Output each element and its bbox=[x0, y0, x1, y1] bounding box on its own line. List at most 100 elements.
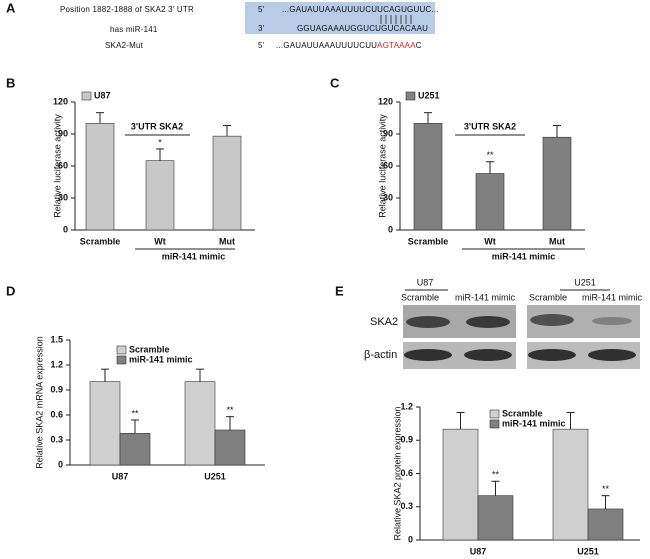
y-axis-label: Relative SKA2 protein expression bbox=[392, 406, 402, 540]
lane-label: Scramble bbox=[401, 292, 439, 302]
mirna-sequence: GGUAGAAAUGGUCUGUCACAAU bbox=[297, 24, 428, 33]
x-tick-label: Wt bbox=[154, 236, 166, 246]
y-tick-label: 0 bbox=[63, 224, 68, 234]
significance: ** bbox=[602, 484, 610, 494]
utr-sequence: ...GAUAUUAAAUUUUCUUCAGUGUUC... bbox=[282, 5, 439, 14]
y-tick-label: 0 bbox=[58, 459, 63, 469]
bar bbox=[214, 429, 246, 466]
site-label: Position 1882-1888 of SKA2 3' UTR bbox=[60, 5, 194, 14]
panel-label: A bbox=[6, 0, 16, 15]
x-tick-label: U251 bbox=[577, 546, 599, 556]
lane-label: Scramble bbox=[529, 292, 567, 302]
x-tick-label: Scramble bbox=[80, 236, 121, 246]
y-tick-label: 0.9 bbox=[50, 384, 63, 394]
legend-label: U87 bbox=[94, 90, 111, 100]
legend-label: Scramble bbox=[129, 344, 170, 354]
blot-group: U251 bbox=[574, 277, 596, 287]
bar bbox=[145, 160, 175, 231]
blot-row: β-actin bbox=[364, 349, 397, 361]
y-tick-label: 0.3 bbox=[50, 434, 63, 444]
panel-label: D bbox=[6, 283, 15, 298]
y-tick-label: 30 bbox=[383, 192, 393, 202]
mut-sequence: ...GAUAUUAAAUUUUCUUAGTAAAAC bbox=[276, 41, 422, 50]
five-prime: 5' bbox=[258, 5, 265, 14]
y-tick-label: 90 bbox=[383, 128, 393, 138]
x-tick-label: Scramble bbox=[408, 236, 449, 246]
y-tick-label: 120 bbox=[53, 96, 68, 106]
mut-seq-start: ...GAUAUUAAAUUUUCUU bbox=[276, 41, 377, 50]
legend-swatch bbox=[489, 409, 500, 419]
bar bbox=[184, 381, 216, 466]
y-tick-label: 1.2 bbox=[50, 359, 63, 369]
three-prime: 3' bbox=[258, 24, 265, 33]
legend-swatch bbox=[116, 345, 127, 355]
lane-label: miR-141 mimic bbox=[582, 292, 643, 302]
bar bbox=[477, 495, 514, 541]
significance: ** bbox=[486, 150, 494, 160]
mut-seq-end: C bbox=[416, 41, 422, 50]
bar bbox=[89, 381, 121, 466]
y-tick-label: 90 bbox=[58, 128, 68, 138]
x-tick-label: U87 bbox=[112, 471, 129, 481]
lane-label: miR-141 mimic bbox=[455, 292, 516, 302]
blot-row: SKA2 bbox=[370, 316, 398, 328]
blot-image bbox=[403, 305, 640, 369]
legend-label: U251 bbox=[418, 90, 440, 100]
mirna-name: has miR-141 bbox=[110, 25, 158, 34]
mut-seq-site: AGTAAAA bbox=[377, 41, 416, 50]
bar bbox=[587, 508, 624, 541]
y-tick-label: 120 bbox=[378, 96, 393, 106]
significance: * bbox=[158, 137, 162, 147]
legend-label: miR-141 mimic bbox=[502, 418, 566, 428]
base-pairing bbox=[380, 15, 412, 24]
y-tick-label: 60 bbox=[58, 160, 68, 170]
y-axis-label: Relative SKA2 mRNA expression bbox=[34, 336, 44, 469]
bar bbox=[413, 123, 443, 231]
blot-group: U87 bbox=[417, 277, 434, 287]
legend-swatch bbox=[489, 419, 500, 429]
legend-swatch bbox=[405, 91, 416, 101]
y-tick-label: 0 bbox=[408, 534, 413, 544]
x-tick-label: Mut bbox=[549, 236, 565, 246]
legend-label: miR-141 mimic bbox=[129, 354, 193, 364]
legend-label: Scramble bbox=[502, 408, 543, 418]
bar bbox=[542, 136, 572, 231]
legend-swatch bbox=[116, 355, 127, 365]
bar bbox=[442, 428, 479, 541]
bar bbox=[212, 135, 242, 231]
bar bbox=[475, 173, 505, 231]
y-tick-label: 0.3 bbox=[400, 501, 413, 511]
bar bbox=[119, 433, 151, 466]
x-tick-label: Mut bbox=[219, 236, 235, 246]
group-label: miR-141 mimic bbox=[162, 251, 226, 261]
legend-swatch bbox=[81, 91, 92, 101]
y-tick-label: 0.6 bbox=[50, 409, 63, 419]
significance: ** bbox=[131, 408, 139, 418]
annotation: 3'UTR SKA2 bbox=[131, 121, 183, 131]
x-tick-label: U251 bbox=[204, 471, 226, 481]
y-tick-label: 30 bbox=[58, 192, 68, 202]
y-axis-label: Relative luciferase activity bbox=[52, 114, 62, 218]
y-axis-label: Relative luciferase activity bbox=[377, 114, 387, 218]
y-tick-label: 0 bbox=[388, 224, 393, 234]
y-tick-label: 1.5 bbox=[50, 334, 63, 344]
sequence-highlight bbox=[245, 2, 435, 34]
y-tick-label: 60 bbox=[383, 160, 393, 170]
mut-name: SKA2-Mut bbox=[105, 41, 144, 50]
annotation: 3'UTR SKA2 bbox=[464, 121, 516, 131]
panel-label: C bbox=[330, 75, 340, 90]
y-tick-label: 1.2 bbox=[400, 401, 413, 411]
group-label: miR-141 mimic bbox=[492, 251, 556, 261]
significance: ** bbox=[226, 405, 234, 415]
panel-label: E bbox=[335, 283, 344, 298]
x-tick-label: U87 bbox=[470, 546, 487, 556]
y-tick-label: 0.9 bbox=[400, 435, 413, 445]
five-prime: 5' bbox=[258, 41, 265, 50]
y-tick-label: 0.6 bbox=[400, 468, 413, 478]
x-tick-label: Wt bbox=[484, 236, 496, 246]
panel-label: B bbox=[6, 75, 15, 90]
bar bbox=[552, 428, 589, 541]
bar bbox=[85, 123, 115, 231]
significance: ** bbox=[492, 470, 500, 480]
